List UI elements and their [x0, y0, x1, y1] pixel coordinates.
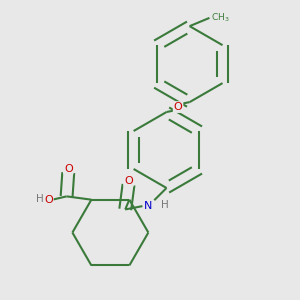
Text: O: O [64, 164, 73, 174]
Text: H: H [36, 194, 44, 204]
Text: O: O [124, 176, 133, 186]
Text: O: O [44, 195, 53, 205]
Text: N: N [144, 201, 152, 211]
Text: O: O [174, 102, 182, 112]
Text: H: H [161, 200, 169, 211]
Text: CH$_3$: CH$_3$ [211, 12, 230, 24]
